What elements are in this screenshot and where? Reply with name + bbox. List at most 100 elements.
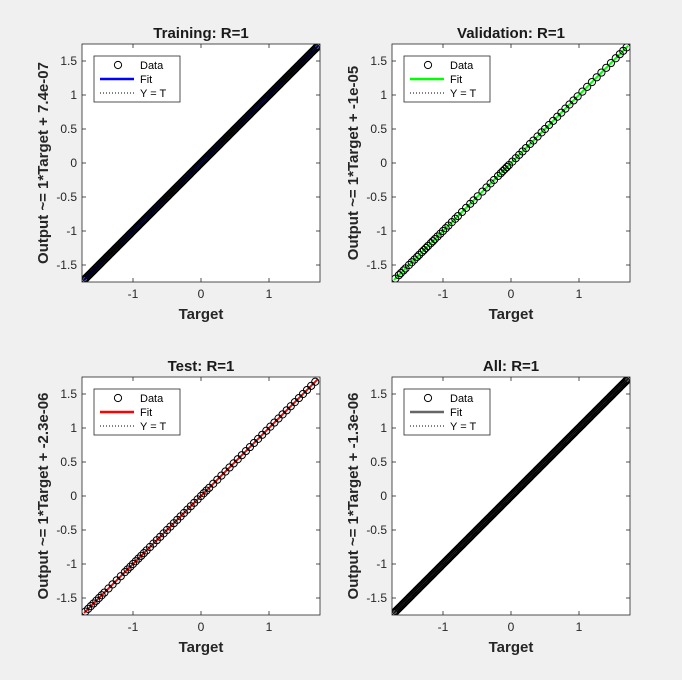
data-point xyxy=(578,87,587,96)
data-point xyxy=(521,143,531,153)
y-tick-label: 0.5 xyxy=(60,455,77,469)
x-tick-label: 1 xyxy=(576,287,583,301)
x-tick-label: 0 xyxy=(508,620,515,634)
data-point xyxy=(565,100,574,109)
data-point xyxy=(421,243,431,253)
x-tick-label: 1 xyxy=(576,620,583,634)
y-tick-label: 0 xyxy=(70,489,77,503)
legend-label: Fit xyxy=(140,74,152,86)
y-tick-label: -0.5 xyxy=(366,523,387,537)
chart-title: Validation: R=1 xyxy=(457,25,565,42)
data-point xyxy=(270,418,279,427)
data-point xyxy=(569,96,578,105)
data-point xyxy=(82,607,90,615)
plot-content xyxy=(82,44,320,282)
data-point xyxy=(307,381,316,390)
data-point xyxy=(457,207,467,217)
data-point xyxy=(104,584,113,593)
legend-label: Data xyxy=(450,60,474,72)
data-point xyxy=(611,54,620,63)
data-point xyxy=(553,112,562,121)
data-point xyxy=(428,237,437,246)
data-point xyxy=(399,266,408,275)
x-tick-label: 1 xyxy=(266,620,273,634)
data-point xyxy=(415,250,424,259)
data-point xyxy=(311,377,320,386)
legend-data-marker xyxy=(113,60,123,70)
data-point xyxy=(312,44,320,52)
data-point xyxy=(134,554,143,563)
legend-label: Fit xyxy=(450,74,462,86)
y-tick-label: 0 xyxy=(380,156,387,170)
legend-data-marker xyxy=(423,60,433,70)
fit-line xyxy=(393,45,629,281)
data-point xyxy=(462,203,471,212)
y-tick-label: 1 xyxy=(380,421,387,435)
data-point xyxy=(430,235,439,244)
subplot-1: -1 0 1 -1.5 -1 -0.5 0 0.5 1 1.5 Training: R=1 Targe… xyxy=(35,25,321,323)
data-point xyxy=(493,171,503,181)
data-point xyxy=(417,247,427,257)
data-point xyxy=(473,192,482,201)
data-point xyxy=(213,475,222,484)
legend-data-marker xyxy=(423,393,433,403)
data-point xyxy=(266,422,275,431)
subplot-2: -1 0 1 -1.5 -1 -0.5 0 0.5 1 1.5 Validation: R=1 Tar… xyxy=(345,25,631,323)
x-tick-label: -1 xyxy=(128,287,139,301)
data-point xyxy=(84,604,93,613)
y-tick-label: 0.5 xyxy=(60,122,77,136)
data-point xyxy=(544,120,554,130)
data-point xyxy=(258,430,267,439)
y-tick-label: 1 xyxy=(70,88,77,102)
data-point xyxy=(433,232,442,241)
data-point xyxy=(282,406,291,415)
legend-label: Fit xyxy=(450,407,462,419)
data-point xyxy=(94,593,104,603)
subplot-3: -1 0 1 -1.5 -1 -0.5 0 0.5 1 1.5 Test: R=1 Target Out… xyxy=(35,358,321,656)
chart-title: Training: R=1 xyxy=(153,25,248,42)
legend: Data Fit Y = T xyxy=(93,388,181,436)
data-point xyxy=(112,576,121,585)
data-point xyxy=(396,269,405,278)
data-point xyxy=(498,167,507,176)
y-tick-label: -1.5 xyxy=(56,258,77,272)
chart-title: All: R=1 xyxy=(483,358,539,375)
y-tick-label: -0.5 xyxy=(56,190,77,204)
y-tick-label: -1.5 xyxy=(366,258,387,272)
legend-label: Fit xyxy=(140,407,152,419)
data-point xyxy=(407,258,416,267)
y-tick-label: 0.5 xyxy=(370,122,387,136)
data-point xyxy=(622,44,630,52)
data-point xyxy=(233,455,242,464)
legend-data-marker xyxy=(113,393,123,403)
data-point xyxy=(262,426,271,435)
subplot-4: -1 0 1 -1.5 -1 -0.5 0 0.5 1 1.5 All: R=1 Target Outp… xyxy=(345,358,631,656)
x-tick-label: 1 xyxy=(266,287,273,301)
data-point xyxy=(137,551,146,560)
legend-label: Y = T xyxy=(450,88,476,100)
y-tick-label: 1 xyxy=(70,421,77,435)
data-point xyxy=(286,402,295,411)
y-tick-label: -1 xyxy=(66,557,77,571)
data-point xyxy=(202,486,211,495)
x-axis-label: Target xyxy=(489,306,534,323)
data-point xyxy=(606,58,616,68)
legend-label: Y = T xyxy=(450,421,476,433)
data-point xyxy=(540,124,550,134)
y-axis-label: Output ~= 1*Target + -2.3e-06 xyxy=(35,393,52,600)
data-point xyxy=(290,398,299,407)
data-point xyxy=(469,196,478,205)
data-point xyxy=(294,393,304,403)
data-point xyxy=(108,580,117,589)
data-point xyxy=(453,211,463,221)
y-axis-label: Output ~= 1*Target + -1.3e-06 xyxy=(345,393,362,600)
x-tick-label: -1 xyxy=(438,620,449,634)
legend: Data Fit Y = T xyxy=(93,55,181,103)
data-point xyxy=(620,377,630,387)
data-point xyxy=(120,568,129,577)
data-point xyxy=(221,467,230,476)
y-axis-label: Output ~= 1*Target + -1e-05 xyxy=(345,66,362,260)
data-point xyxy=(310,44,320,54)
data-point xyxy=(199,489,208,498)
